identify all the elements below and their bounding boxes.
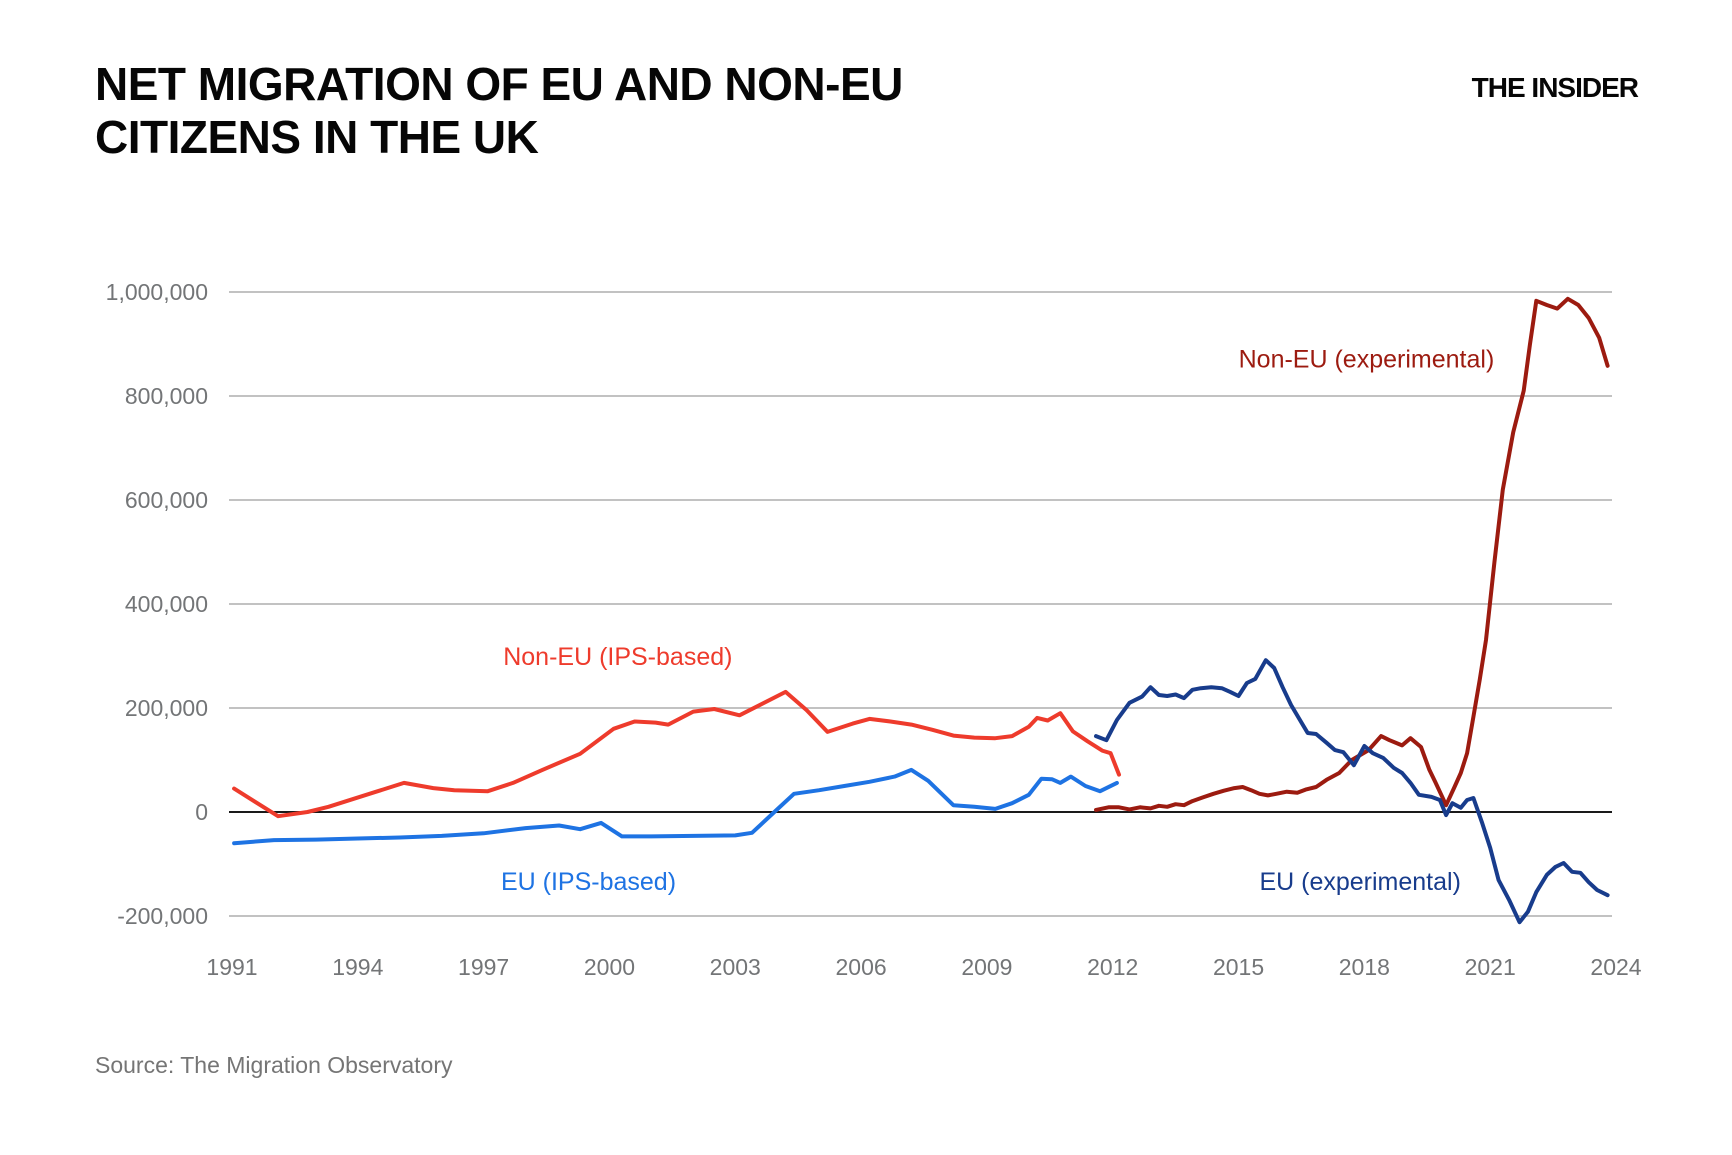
y-tick-label: 1,000,000 bbox=[106, 279, 208, 305]
x-tick-label: 2003 bbox=[710, 954, 761, 980]
y-tick-label: 800,000 bbox=[125, 383, 208, 409]
x-tick-label: 2021 bbox=[1465, 954, 1516, 980]
x-tick-label: 2000 bbox=[584, 954, 635, 980]
x-tick-label: 2018 bbox=[1339, 954, 1390, 980]
series-label-non-eu-experimental: Non-EU (experimental) bbox=[1239, 346, 1495, 374]
source-note: Source: The Migration Observatory bbox=[95, 1052, 453, 1078]
y-tick-label: 400,000 bbox=[125, 591, 208, 617]
series-line-non-eu-experimental bbox=[1094, 296, 1610, 812]
x-tick-label: 2009 bbox=[961, 954, 1012, 980]
x-tick-label: 2015 bbox=[1213, 954, 1264, 980]
series-label-eu-ips: EU (IPS-based) bbox=[501, 868, 676, 896]
series-line-eu-experimental bbox=[1094, 658, 1610, 925]
x-tick-label: 2006 bbox=[836, 954, 887, 980]
x-tick-label: 1991 bbox=[206, 954, 257, 980]
x-tick-label: 1994 bbox=[332, 954, 383, 980]
series-line-non-eu-ips bbox=[232, 689, 1121, 819]
x-tick-label: 2024 bbox=[1590, 954, 1641, 980]
series-label-non-eu-ips: Non-EU (IPS-based) bbox=[503, 643, 732, 671]
series-line-eu-ips bbox=[232, 767, 1119, 846]
series-label-eu-experimental: EU (experimental) bbox=[1259, 868, 1460, 896]
x-tick-label: 1997 bbox=[458, 954, 509, 980]
y-tick-label: 200,000 bbox=[125, 695, 208, 721]
brand-logo: THE INSIDER bbox=[1471, 72, 1639, 103]
chart-title: NET MIGRATION OF EU AND NON-EU CITIZENS … bbox=[95, 58, 903, 163]
y-tick-label: 0 bbox=[195, 799, 208, 825]
x-tick-label: 2012 bbox=[1087, 954, 1138, 980]
y-tick-label: -200,000 bbox=[117, 903, 208, 929]
y-tick-label: 600,000 bbox=[125, 487, 208, 513]
